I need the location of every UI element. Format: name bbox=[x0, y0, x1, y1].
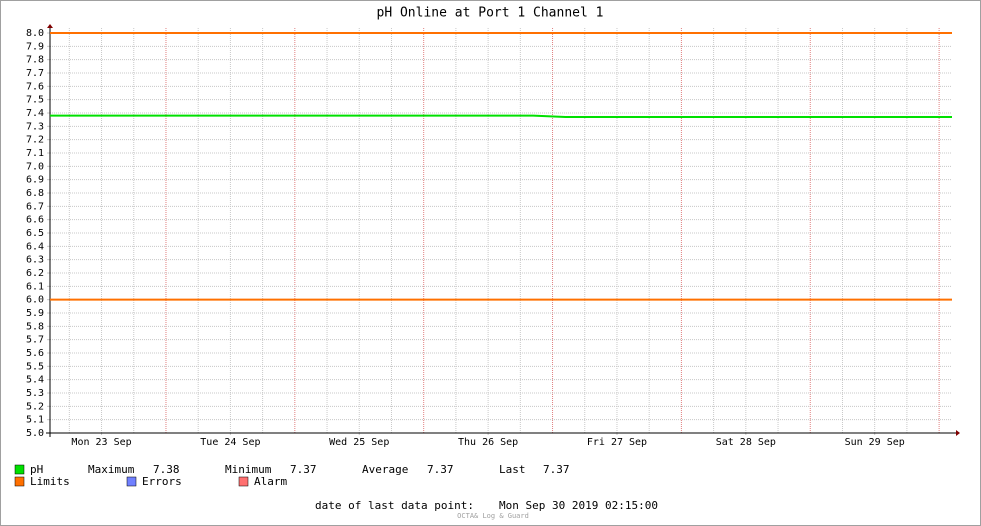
y-tick-label: 7.2 bbox=[26, 135, 44, 146]
y-tick-label: 5.5 bbox=[26, 361, 44, 372]
y-tick-label: 6.8 bbox=[26, 188, 44, 199]
y-tick-label: 6.5 bbox=[26, 228, 44, 239]
y-tick-label: 6.3 bbox=[26, 255, 44, 266]
y-tick-label: 5.8 bbox=[26, 321, 44, 332]
stat-value: 7.37 bbox=[543, 463, 570, 476]
watermark: OCTA& Log & Guard bbox=[457, 512, 529, 520]
x-axis-arrow bbox=[956, 430, 960, 436]
legend-swatch bbox=[14, 464, 25, 475]
legend-swatch bbox=[238, 476, 249, 487]
legend-swatch bbox=[14, 476, 25, 487]
x-tick-label: Sun 29 Sep bbox=[845, 437, 905, 448]
legend-swatch bbox=[126, 476, 137, 487]
legend-label: Errors bbox=[142, 475, 182, 488]
y-tick-label: 5.3 bbox=[26, 388, 44, 399]
y-tick-label: 5.6 bbox=[26, 348, 44, 359]
y-tick-label: 5.7 bbox=[26, 335, 44, 346]
stat-value: 7.38 bbox=[153, 463, 180, 476]
y-tick-label: 6.9 bbox=[26, 175, 44, 186]
y-tick-label: 6.0 bbox=[26, 295, 44, 306]
y-tick-label: 7.8 bbox=[26, 55, 44, 66]
chart-title: pH Online at Port 1 Channel 1 bbox=[377, 6, 604, 21]
legend-label: pH bbox=[30, 463, 43, 476]
y-tick-label: 8.0 bbox=[26, 28, 44, 39]
x-tick-label: Tue 24 Sep bbox=[200, 437, 260, 448]
y-tick-label: 7.9 bbox=[26, 41, 44, 52]
stat-label: Minimum bbox=[225, 463, 272, 476]
y-axis-arrow bbox=[47, 24, 53, 28]
legend-label: Limits bbox=[30, 475, 70, 488]
y-tick-label: 7.0 bbox=[26, 161, 44, 172]
footer-label: date of last data point: bbox=[315, 499, 474, 512]
y-tick-label: 7.7 bbox=[26, 68, 44, 79]
y-tick-label: 7.5 bbox=[26, 95, 44, 106]
stat-label: Average bbox=[362, 463, 408, 476]
stat-value: 7.37 bbox=[427, 463, 454, 476]
x-tick-label: Sat 28 Sep bbox=[716, 437, 776, 448]
stat-label: Last bbox=[499, 463, 526, 476]
y-tick-label: 5.4 bbox=[26, 375, 44, 386]
y-tick-label: 6.2 bbox=[26, 268, 44, 279]
y-tick-label: 7.6 bbox=[26, 81, 44, 92]
y-tick-label: 5.9 bbox=[26, 308, 44, 319]
y-tick-label: 5.0 bbox=[26, 428, 44, 439]
y-tick-label: 6.6 bbox=[26, 215, 44, 226]
footer-value: Mon Sep 30 2019 02:15:00 bbox=[499, 499, 658, 512]
y-tick-label: 7.4 bbox=[26, 108, 44, 119]
stat-label: Maximum bbox=[88, 463, 135, 476]
x-tick-label: Fri 27 Sep bbox=[587, 437, 647, 448]
y-tick-label: 6.4 bbox=[26, 241, 44, 252]
stat-value: 7.37 bbox=[290, 463, 317, 476]
y-tick-label: 6.7 bbox=[26, 201, 44, 212]
x-tick-label: Wed 25 Sep bbox=[329, 437, 389, 448]
y-tick-label: 7.3 bbox=[26, 121, 44, 132]
legend-label: Alarm bbox=[254, 475, 287, 488]
x-tick-label: Mon 23 Sep bbox=[71, 437, 131, 448]
y-tick-label: 7.1 bbox=[26, 148, 44, 159]
y-tick-label: 5.2 bbox=[26, 401, 44, 412]
x-tick-label: Thu 26 Sep bbox=[458, 437, 518, 448]
y-tick-label: 6.1 bbox=[26, 281, 44, 292]
data-line bbox=[50, 114, 952, 118]
y-tick-label: 5.1 bbox=[26, 415, 44, 426]
